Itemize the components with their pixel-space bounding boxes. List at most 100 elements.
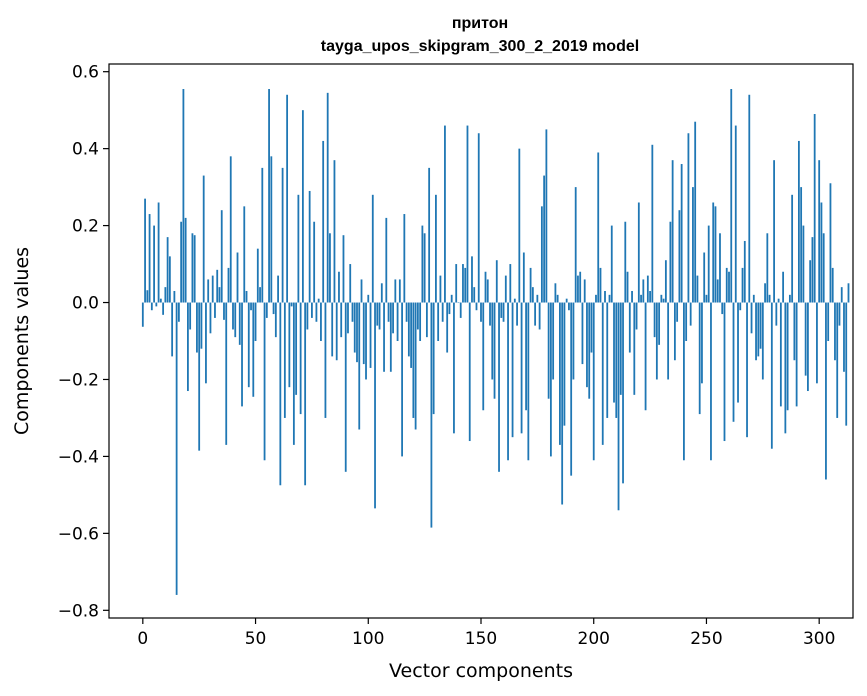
bar-component-95: [356, 302, 358, 363]
bar-component-86: [335, 302, 338, 361]
bar-component-145: [468, 302, 471, 442]
bar-component-92: [349, 264, 352, 303]
bar-component-96: [358, 302, 361, 430]
bar-component-276: [764, 283, 766, 303]
bar-component-216: [628, 302, 631, 353]
bar-component-273: [757, 302, 760, 357]
plot-frame: [108, 63, 854, 619]
bar-component-35: [220, 210, 223, 303]
bar-component-194: [579, 271, 582, 303]
bar-component-46: [245, 290, 248, 303]
y-tick-label: 0.0: [72, 294, 99, 314]
x-tick-label: 150: [465, 629, 497, 649]
bar-component-15: [175, 302, 178, 595]
bar-component-305: [829, 183, 832, 303]
bar-component-264: [737, 302, 739, 403]
bar-component-134: [444, 125, 446, 303]
bar-component-269: [748, 94, 751, 303]
bar-component-268: [746, 302, 748, 438]
bar-component-279: [770, 302, 773, 449]
bar-component-235: [671, 160, 674, 303]
bar-component-196: [583, 279, 586, 303]
bar-component-183: [554, 283, 557, 303]
bar-component-93: [351, 302, 354, 322]
bar-component-142: [462, 264, 464, 303]
bar-component-14: [173, 290, 176, 303]
bar-component-222: [642, 279, 645, 303]
bar-component-109: [387, 302, 390, 322]
bar-component-280: [773, 160, 775, 303]
bar-component-149: [477, 133, 480, 303]
bar-component-75: [311, 302, 313, 318]
bar-component-58: [272, 302, 275, 315]
bar-component-263: [734, 125, 737, 303]
bar-component-231: [662, 298, 665, 303]
bar-component-124: [421, 225, 424, 303]
bar-component-139: [455, 264, 458, 303]
y-tick-label: −0.2: [58, 370, 99, 390]
bar-component-122: [416, 302, 419, 330]
bar-component-49: [252, 302, 255, 397]
bar-component-283: [779, 302, 782, 407]
bar-component-211: [617, 302, 620, 511]
chart-title: притон: [452, 15, 508, 32]
bar-component-160: [502, 302, 505, 322]
bar-component-99: [365, 302, 367, 380]
bar-component-3: [148, 214, 151, 303]
bar-component-47: [247, 302, 250, 388]
bar-component-156: [493, 302, 496, 399]
bar-component-195: [581, 302, 584, 365]
bar-component-281: [775, 302, 778, 326]
bar-component-254: [714, 206, 717, 303]
bar-component-106: [380, 283, 383, 303]
bar-component-146: [471, 256, 473, 303]
bar-component-284: [782, 271, 785, 303]
bar-component-236: [673, 302, 676, 361]
bar-component-242: [687, 133, 690, 303]
bar-component-11: [166, 237, 169, 303]
bar-component-85: [333, 160, 336, 303]
bar-component-151: [482, 302, 485, 411]
bar-component-164: [511, 302, 514, 438]
bar-component-271: [752, 294, 755, 303]
bar-component-32: [214, 302, 216, 318]
bar-component-270: [750, 302, 753, 334]
bar-component-56: [268, 89, 270, 303]
bar-component-167: [518, 148, 521, 303]
bar-component-308: [836, 302, 839, 418]
bar-component-193: [577, 275, 579, 303]
bar-component-4: [150, 302, 153, 311]
bar-component-258: [723, 302, 726, 442]
bar-component-311: [843, 302, 845, 372]
bar-component-143: [464, 267, 467, 303]
bar-component-252: [710, 302, 712, 461]
bar-component-76: [313, 221, 316, 303]
bar-component-51: [256, 248, 259, 303]
bar-component-208: [610, 225, 613, 303]
bar-component-296: [809, 260, 812, 303]
bar-component-23: [193, 235, 196, 303]
x-tick-label: 300: [803, 629, 835, 649]
bar-component-282: [777, 298, 780, 303]
bar-component-299: [816, 302, 818, 384]
bar-component-24: [196, 302, 198, 353]
bar-component-259: [725, 267, 728, 303]
x-axis-ticks: 0 50 100 150 200 250 300: [137, 618, 835, 649]
bar-component-34: [218, 287, 221, 303]
bar-component-27: [202, 175, 205, 303]
bar-component-292: [800, 187, 803, 303]
bar-component-290: [795, 302, 798, 407]
bar-component-133: [441, 302, 444, 322]
bar-component-16: [177, 302, 180, 322]
bar-component-249: [703, 252, 706, 303]
bar-component-203: [599, 267, 602, 303]
y-tick-label: 0.4: [72, 140, 99, 160]
bar-component-60: [277, 275, 279, 303]
bar-component-127: [428, 167, 431, 303]
bar-component-185: [559, 302, 561, 445]
bar-component-181: [549, 302, 552, 457]
x-tick-label: 250: [690, 629, 722, 649]
bar-component-165: [513, 298, 516, 303]
bar-component-247: [698, 302, 701, 415]
bar-component-57: [270, 156, 273, 303]
